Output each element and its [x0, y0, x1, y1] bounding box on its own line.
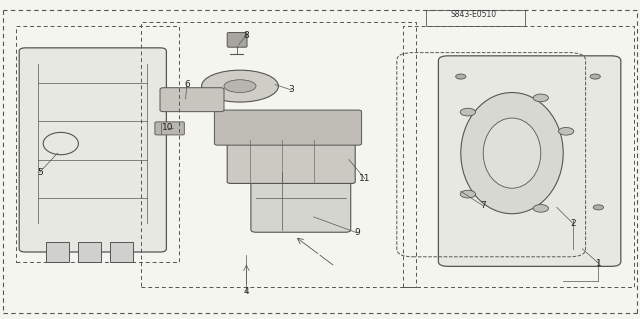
Text: 6: 6	[184, 80, 189, 89]
Circle shape	[533, 94, 548, 102]
Text: 4: 4	[244, 287, 249, 296]
Bar	[78, 242, 101, 262]
Ellipse shape	[224, 80, 256, 93]
Text: 7: 7	[481, 201, 486, 210]
Ellipse shape	[483, 118, 541, 188]
Text: 3: 3	[289, 85, 294, 94]
Text: 9: 9	[355, 228, 360, 237]
Circle shape	[559, 128, 574, 135]
FancyBboxPatch shape	[251, 170, 351, 232]
FancyBboxPatch shape	[214, 110, 362, 145]
Ellipse shape	[202, 70, 278, 102]
Text: 2: 2	[570, 219, 575, 228]
Circle shape	[533, 204, 548, 212]
FancyBboxPatch shape	[227, 33, 247, 47]
Circle shape	[593, 205, 604, 210]
FancyBboxPatch shape	[426, 10, 525, 26]
FancyBboxPatch shape	[155, 122, 184, 135]
Text: S843-E0510: S843-E0510	[451, 10, 497, 19]
Bar	[46, 242, 69, 262]
Text: 5: 5	[37, 168, 42, 177]
Ellipse shape	[461, 93, 563, 214]
FancyBboxPatch shape	[19, 48, 166, 252]
FancyBboxPatch shape	[227, 139, 355, 183]
Text: 10: 10	[162, 123, 173, 132]
Circle shape	[456, 74, 466, 79]
Text: 8: 8	[244, 31, 249, 40]
Text: 11: 11	[359, 174, 371, 183]
Circle shape	[590, 74, 600, 79]
Text: 1: 1	[596, 259, 601, 268]
Bar	[110, 242, 133, 262]
Circle shape	[460, 108, 476, 116]
FancyBboxPatch shape	[438, 56, 621, 266]
FancyBboxPatch shape	[160, 88, 224, 112]
Circle shape	[460, 190, 476, 198]
